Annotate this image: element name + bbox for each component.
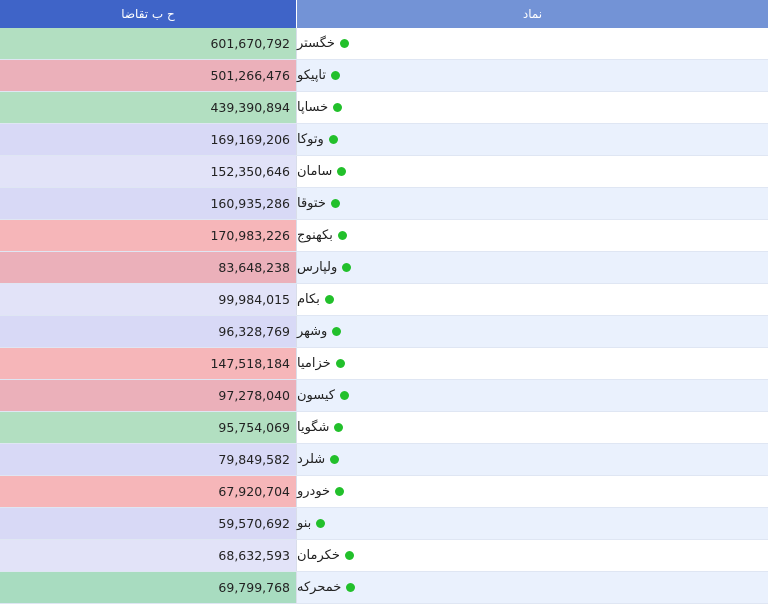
table-row[interactable]: 67,920,704 خودرو: [0, 476, 768, 508]
symbol-label: بنو: [297, 516, 312, 531]
demand-value-cell: 68,632,593: [0, 540, 297, 571]
demand-value-cell: 67,920,704: [0, 476, 297, 507]
symbol-label: خکرمان: [297, 548, 340, 563]
symbol-label: ختوقا: [297, 196, 326, 211]
table-body: 601,670,792 خگستر 501,266,476 تاپیکو 439,390…: [0, 28, 768, 604]
symbol-cell[interactable]: وشهر: [297, 316, 768, 347]
symbol-label: ولپارس: [297, 260, 338, 275]
symbol-cell[interactable]: ختوقا: [297, 188, 768, 219]
table-row[interactable]: 501,266,476 تاپیکو: [0, 60, 768, 92]
symbol-label: شلرد: [297, 452, 326, 467]
status-dot-icon: [337, 231, 347, 240]
status-dot-icon: [335, 487, 345, 496]
table-row[interactable]: 99,984,015 بکام: [0, 284, 768, 316]
status-dot-icon: [339, 39, 349, 48]
demand-value-cell: 79,849,582: [0, 444, 297, 475]
symbol-label: خساپا: [297, 100, 329, 115]
symbol-label: سامان: [297, 164, 333, 179]
table-row[interactable]: 152,350,646 سامان: [0, 156, 768, 188]
symbol-label: خمحرکه: [297, 580, 342, 595]
symbol-label: کیسون: [297, 388, 335, 403]
symbol-label: تاپیکو: [297, 68, 327, 83]
symbol-label: وتوکا: [297, 132, 324, 147]
demand-value-cell: 501,266,476: [0, 60, 297, 91]
table-row[interactable]: 97,278,040 کیسون: [0, 380, 768, 412]
table-row[interactable]: 160,935,286 ختوقا: [0, 188, 768, 220]
symbol-cell[interactable]: کیسون: [297, 380, 768, 411]
symbol-cell[interactable]: سامان: [297, 156, 768, 187]
table-row[interactable]: 68,632,593 خکرمان: [0, 540, 768, 572]
symbol-label: بکهنوج: [297, 228, 333, 243]
symbol-cell[interactable]: خمحرکه: [297, 572, 768, 603]
symbol-cell[interactable]: تاپیکو: [297, 60, 768, 91]
demand-value-cell: 96,328,769: [0, 316, 297, 347]
symbol-cell[interactable]: خگستر: [297, 28, 768, 59]
table-row[interactable]: 439,390,894 خساپا: [0, 92, 768, 124]
symbol-label: خزامیا: [297, 356, 331, 371]
table-row[interactable]: 79,849,582 شلرد: [0, 444, 768, 476]
demand-value-cell: 59,570,692: [0, 508, 297, 539]
symbol-cell[interactable]: وتوکا: [297, 124, 768, 155]
status-dot-icon: [324, 295, 334, 304]
demand-value-cell: 83,648,238: [0, 252, 297, 283]
status-dot-icon: [330, 455, 340, 464]
status-dot-icon: [328, 135, 338, 144]
table-row[interactable]: 83,648,238 ولپارس: [0, 252, 768, 284]
symbol-cell[interactable]: خزامیا: [297, 348, 768, 379]
value-column-header[interactable]: ح ب تقاضا: [0, 0, 297, 28]
symbol-cell[interactable]: بنو: [297, 508, 768, 539]
status-dot-icon: [333, 103, 343, 112]
symbol-cell[interactable]: بکهنوج: [297, 220, 768, 251]
status-dot-icon: [330, 199, 340, 208]
status-dot-icon: [316, 519, 326, 528]
symbol-cell[interactable]: بکام: [297, 284, 768, 315]
symbol-column-header[interactable]: نماد: [297, 0, 768, 28]
table-row[interactable]: 147,518,184 خزامیا: [0, 348, 768, 380]
table-row[interactable]: 170,983,226 بکهنوج: [0, 220, 768, 252]
table-row[interactable]: 96,328,769 وشهر: [0, 316, 768, 348]
table-row[interactable]: 59,570,692 بنو: [0, 508, 768, 540]
status-dot-icon: [332, 327, 342, 336]
symbol-label: وشهر: [297, 324, 328, 339]
symbol-cell[interactable]: خکرمان: [297, 540, 768, 571]
table-row[interactable]: 169,169,206 وتوکا: [0, 124, 768, 156]
symbol-cell[interactable]: ولپارس: [297, 252, 768, 283]
table-header: ح ب تقاضا نماد: [0, 0, 768, 28]
status-dot-icon: [346, 583, 356, 592]
symbol-label: خگستر: [297, 36, 335, 51]
status-dot-icon: [331, 71, 341, 80]
symbol-cell[interactable]: شگویا: [297, 412, 768, 443]
symbol-label: شگویا: [297, 420, 330, 435]
symbol-cell[interactable]: شلرد: [297, 444, 768, 475]
status-dot-icon: [339, 391, 349, 400]
symbol-cell[interactable]: خودرو: [297, 476, 768, 507]
status-dot-icon: [335, 359, 345, 368]
status-dot-icon: [337, 167, 347, 176]
demand-value-cell: 147,518,184: [0, 348, 297, 379]
demand-value-cell: 95,754,069: [0, 412, 297, 443]
demand-value-cell: 69,799,768: [0, 572, 297, 603]
symbol-label: خودرو: [297, 484, 331, 499]
demand-value-cell: 439,390,894: [0, 92, 297, 123]
demand-value-cell: 97,278,040: [0, 380, 297, 411]
table-row[interactable]: 95,754,069 شگویا: [0, 412, 768, 444]
demand-value-cell: 152,350,646: [0, 156, 297, 187]
demand-value-cell: 170,983,226: [0, 220, 297, 251]
symbol-cell[interactable]: خساپا: [297, 92, 768, 123]
symbol-label: بکام: [297, 292, 320, 307]
demand-value-cell: 160,935,286: [0, 188, 297, 219]
status-dot-icon: [344, 551, 354, 560]
table-row[interactable]: 69,799,768 خمحرکه: [0, 572, 768, 604]
demand-value-cell: 601,670,792: [0, 28, 297, 59]
demand-value-cell: 169,169,206: [0, 124, 297, 155]
demand-value-cell: 99,984,015: [0, 284, 297, 315]
status-dot-icon: [342, 263, 352, 272]
table-row[interactable]: 601,670,792 خگستر: [0, 28, 768, 60]
status-dot-icon: [334, 423, 344, 432]
